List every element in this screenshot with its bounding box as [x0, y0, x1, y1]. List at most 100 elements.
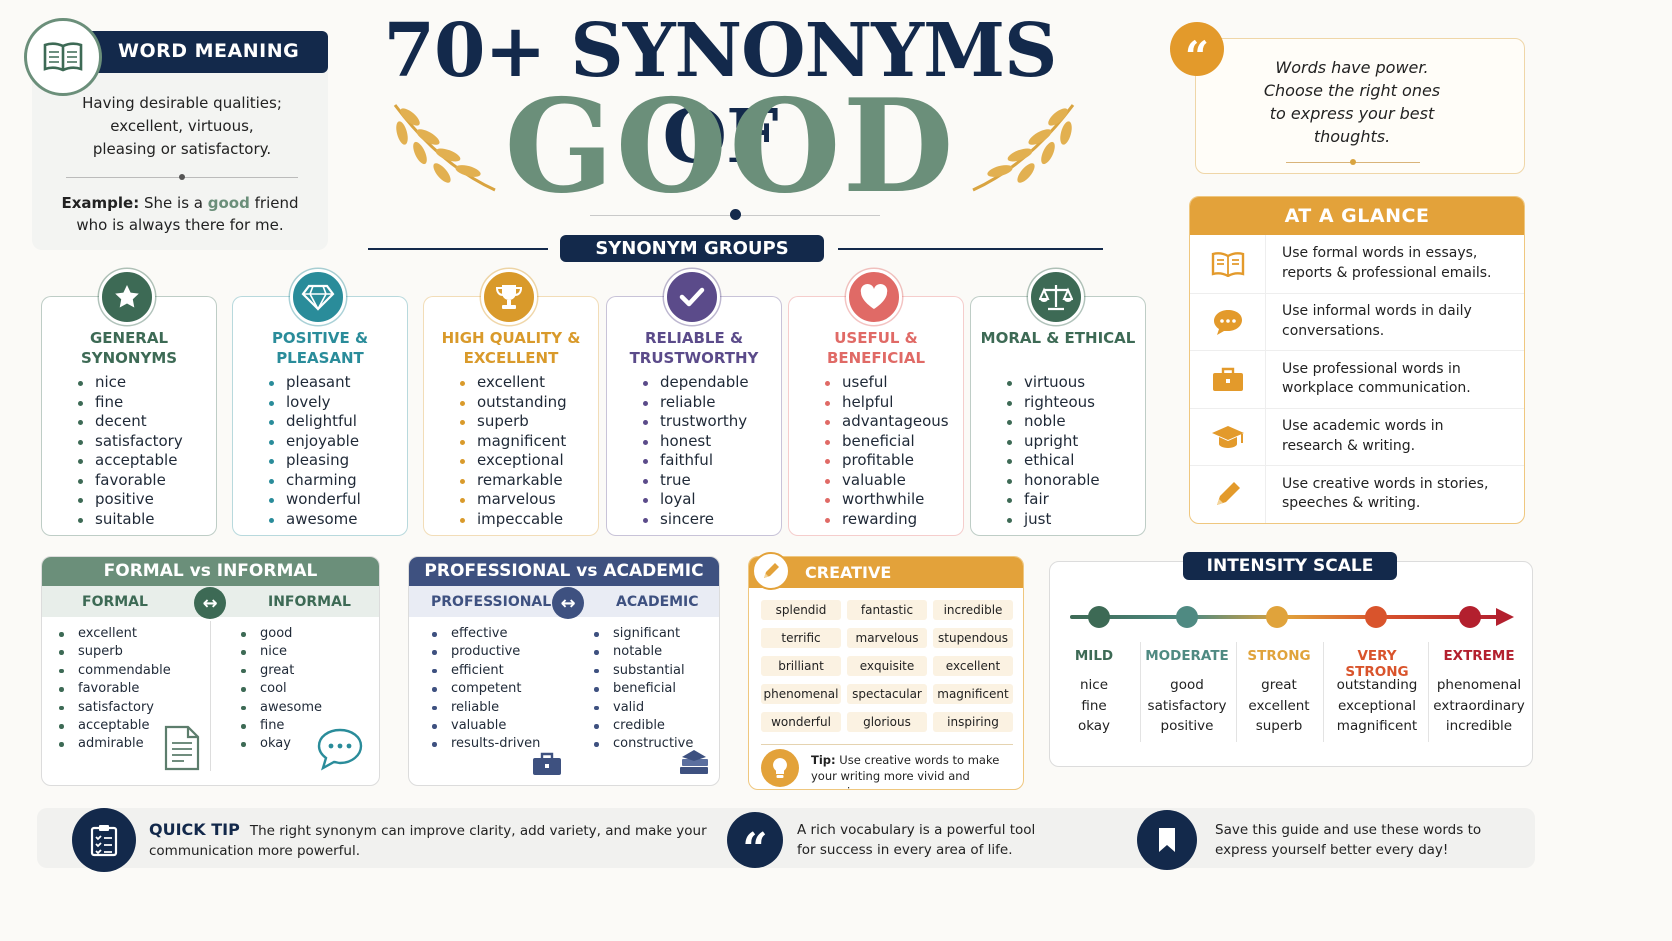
synonym-word: useful: [822, 373, 949, 393]
pencil-icon: [752, 552, 790, 590]
creative-word-chip: phenomenal: [761, 684, 841, 704]
synonym-word: dependable: [640, 373, 749, 393]
quote-icon: “: [1170, 22, 1224, 78]
creative-word-chip: exquisite: [847, 656, 927, 676]
synonym-groups-badge: SYNONYM GROUPS: [560, 235, 824, 262]
list-item: great: [238, 662, 322, 680]
synonym-group-card: [41, 296, 217, 536]
synonym-word: righteous: [1004, 393, 1100, 413]
speech-bubble-icon: [317, 728, 363, 771]
list-item: results-driven: [429, 735, 540, 753]
list-item: productive: [429, 643, 540, 661]
list-item: nice: [238, 643, 322, 661]
synonym-word: wonderful: [266, 490, 361, 510]
creative-word-chip: excellent: [933, 656, 1013, 676]
at-a-glance-title: AT A GLANCE: [1284, 205, 1430, 227]
synonym-word: trustworthy: [640, 412, 749, 432]
creative-tip-label: Tip:: [811, 753, 836, 767]
synonym-word: pleasant: [266, 373, 361, 393]
list-item: satisfactory: [56, 699, 171, 717]
intensity-label: MODERATE: [1145, 648, 1229, 664]
intensity-label: VERY STRONG: [1345, 648, 1409, 680]
list-item: awesome: [238, 699, 322, 717]
synonym-word: reliable: [640, 393, 749, 413]
synonym-word: remarkable: [457, 471, 567, 491]
list-item: constructive: [591, 735, 693, 753]
intensity-word: extraordinary: [1433, 697, 1525, 714]
academic-label: ACADEMIC: [616, 594, 699, 610]
intensity-word: incredible: [1445, 718, 1513, 734]
synonym-group-list: dependable reliable trustworthy honest faith…: [640, 373, 749, 529]
list-item: effective: [429, 625, 540, 643]
word-meaning-header: [62, 31, 328, 73]
synonym-word: satisfactory: [75, 432, 183, 452]
intensity-word: nice: [1079, 677, 1109, 693]
professional-list: effective productive efficient competent rel…: [429, 625, 540, 754]
creative-word-chip: inspiring: [933, 712, 1013, 732]
formal-label: FORMAL: [82, 594, 148, 610]
quick-tip-text: The right synonym can improve clarity, a…: [149, 823, 707, 859]
synonym-word: profitable: [822, 451, 949, 471]
graduation-cap-icon: [1190, 408, 1266, 465]
synonym-word: noble: [1004, 412, 1100, 432]
intensity-word: positive: [1160, 718, 1214, 734]
meaning-divider-dot: [179, 174, 185, 180]
at-a-glance-item: Use informal words in daily conversation…: [1190, 292, 1524, 350]
synonym-word: acceptable: [75, 451, 183, 471]
synonym-word: favorable: [75, 471, 183, 491]
at-a-glance-text: Use informal words in daily conversation…: [1282, 303, 1472, 339]
intensity-word: phenomenal: [1436, 677, 1522, 693]
synonym-group-card: [970, 296, 1146, 536]
intensity-dot: [1088, 606, 1110, 628]
list-item: competent: [429, 680, 540, 698]
list-item: substantial: [591, 662, 693, 680]
creative-tip-text: Use creative words to make your writing …: [811, 753, 1000, 789]
synonym-word: valuable: [822, 471, 949, 491]
at-a-glance-text: Use creative words in stories, speeches …: [1282, 475, 1489, 512]
creative-word-chip: spectacular: [847, 684, 927, 704]
stacked-books-icon: [680, 750, 708, 774]
formal-informal-divider: [210, 621, 211, 771]
bookmark-icon: [1137, 810, 1197, 870]
at-a-glance-item: Use professional words in workplace comm…: [1190, 350, 1524, 408]
synonym-word: lovely: [266, 393, 361, 413]
diamond-icon: [290, 269, 346, 325]
groups-line-right: [838, 248, 1103, 250]
synonym-word: exceptional: [457, 451, 567, 471]
word-example: Example: She is a good friend who is alw…: [52, 192, 308, 236]
list-item: good: [238, 625, 322, 643]
intensity-word: superb: [1255, 718, 1303, 734]
at-a-glance-list: Use formal words in essays, reports & pr…: [1190, 235, 1524, 523]
synonym-group-list: nice fine decent satisfactory acceptable favo…: [75, 373, 183, 529]
synonym-word: fine: [75, 393, 183, 413]
list-item: valid: [591, 699, 693, 717]
laurel-left-icon: [393, 104, 496, 192]
creative-word-chip: marvelous: [847, 628, 927, 648]
synonym-word: ethical: [1004, 451, 1100, 471]
lightbulb-icon: [761, 749, 799, 787]
synonym-group-title: POSITIVE & PLEASANT: [271, 329, 369, 367]
laurel-right-icon: [972, 104, 1075, 192]
list-item: notable: [591, 643, 693, 661]
briefcase-icon: [533, 752, 561, 775]
synonym-word: awesome: [266, 510, 361, 530]
example-label: Example:: [61, 194, 140, 212]
synonym-word: honorable: [1004, 471, 1100, 491]
heart-icon: [846, 269, 902, 325]
synonym-word: helpful: [822, 393, 949, 413]
clipboard-checklist-icon: [72, 808, 136, 872]
intensity-word: exceptional: [1337, 697, 1416, 714]
prof-academic-card: PROFESSIONAL vs ACADEMIC PROFESSIONAL AC…: [408, 556, 720, 786]
scales-icon: [1028, 269, 1084, 325]
example-post: friend who is always there for me.: [76, 194, 299, 234]
word-meaning-title: WORD MEANING: [118, 40, 300, 62]
list-item: cool: [238, 680, 322, 698]
intensity-dot: [1176, 606, 1198, 628]
list-item: fine: [238, 717, 322, 735]
creative-word-chip: brilliant: [761, 656, 841, 676]
quote-card: [1195, 38, 1525, 174]
creative-words-grid: splendid fantastic incredible terrific marve…: [761, 600, 1013, 732]
footer-quote: A rich vocabulary is a powerful tool for…: [797, 822, 1036, 858]
swap-arrows-icon: ↔: [552, 587, 584, 619]
synonym-word: just: [1004, 510, 1100, 530]
